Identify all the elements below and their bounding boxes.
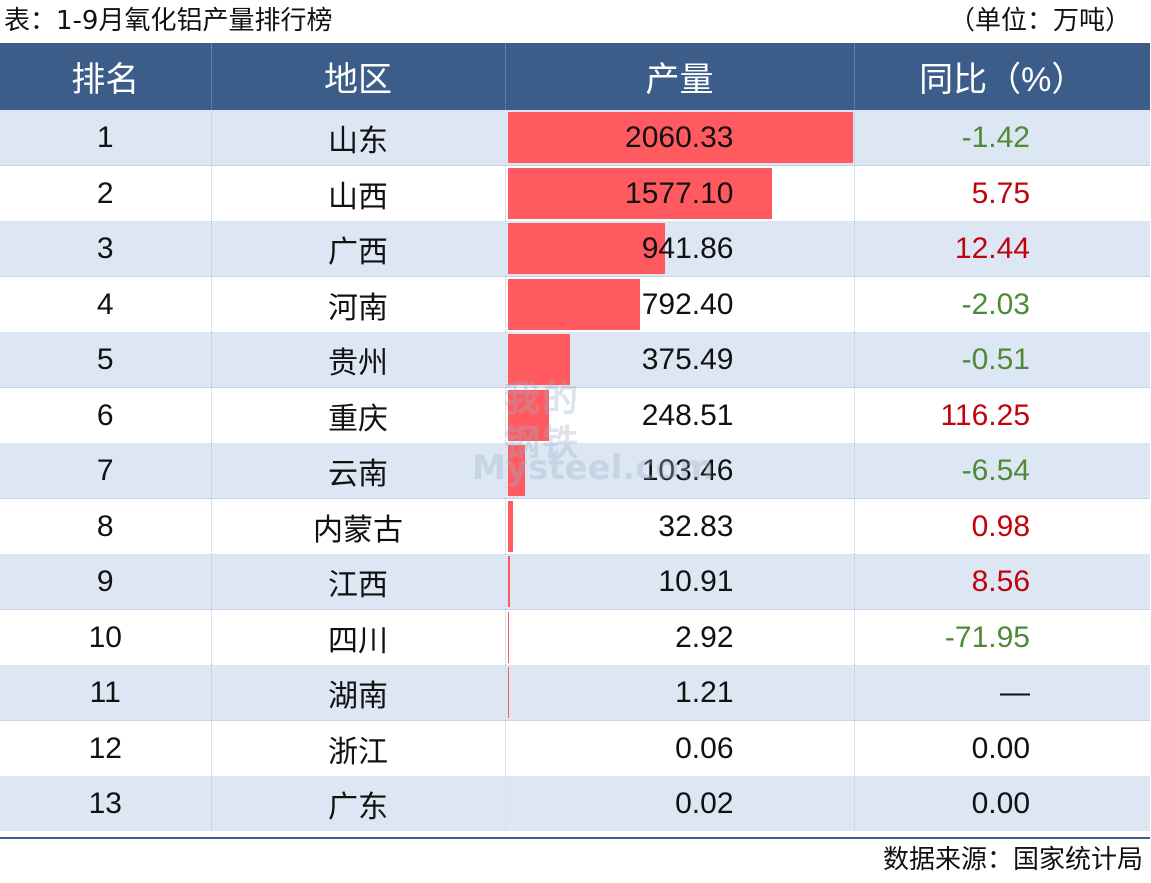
production-cell: 1577.10 (504, 165, 854, 221)
rank-cell: 3 (0, 221, 211, 277)
yoy-cell: 116.25 (853, 387, 1150, 443)
yoy-cell: 12.44 (853, 221, 1150, 277)
production-cell: 792.40 (504, 276, 854, 332)
yoy-cell: -71.95 (853, 609, 1150, 665)
production-bar (507, 168, 772, 219)
rank-cell: 5 (0, 332, 211, 388)
production-bar (507, 445, 525, 496)
yoy-cell: -2.03 (853, 276, 1150, 332)
region-cell: 湖南 (210, 665, 505, 721)
unit-label: （单位：万吨） (948, 6, 1131, 36)
production-cell: 941.86 (504, 221, 854, 277)
header-region: 地区 (210, 43, 505, 110)
production-cell: 2060.33 (504, 110, 854, 166)
production-cell: 2.92 (504, 609, 854, 665)
rank-cell: 12 (0, 720, 211, 776)
production-value: 2.92 (675, 620, 734, 654)
region-cell: 山西 (210, 165, 505, 221)
yoy-cell: -6.54 (853, 443, 1150, 499)
header-rank: 排名 (0, 43, 211, 110)
production-value: 941.86 (641, 231, 734, 265)
production-bar (507, 390, 550, 441)
region-cell: 广东 (210, 776, 505, 831)
ranking-table: 排名 地区 产量 同比（%） 1 山东 2060.33 -1.42 2 山西 1577.10… (0, 43, 1150, 831)
region-cell: 云南 (210, 443, 505, 499)
region-cell: 内蒙古 (210, 498, 505, 554)
production-bar (507, 334, 571, 385)
table-row: 13 广东 0.02 0.00 (0, 776, 1150, 831)
table-bottom-rule (0, 837, 1150, 839)
table-row: 11 湖南 1.21 — (0, 665, 1150, 721)
data-source: 数据来源：国家统计局 (882, 845, 1143, 875)
production-cell: 0.06 (504, 720, 854, 776)
production-bar (507, 556, 510, 607)
table-row: 12 浙江 0.06 0.00 (0, 720, 1150, 776)
production-value: 248.51 (641, 398, 734, 432)
table-row: 6 重庆 248.51 116.25 (0, 387, 1150, 443)
region-cell: 广西 (210, 221, 505, 277)
production-bar (507, 112, 853, 163)
rank-cell: 10 (0, 609, 211, 665)
production-value: 375.49 (641, 342, 734, 376)
production-value: 0.06 (675, 731, 734, 765)
rank-cell: 6 (0, 387, 211, 443)
table-row: 1 山东 2060.33 -1.42 (0, 110, 1150, 166)
rank-cell: 1 (0, 110, 211, 166)
production-cell: 248.51 (504, 387, 854, 443)
region-cell: 贵州 (210, 332, 505, 388)
yoy-cell: 5.75 (853, 165, 1150, 221)
rank-cell: 8 (0, 498, 211, 554)
yoy-cell: 0.00 (853, 776, 1150, 831)
rank-cell: 11 (0, 665, 211, 721)
production-value: 0.02 (675, 786, 734, 820)
yoy-cell: -1.42 (853, 110, 1150, 166)
production-cell: 1.21 (504, 665, 854, 721)
region-cell: 四川 (210, 609, 505, 665)
table-row: 3 广西 941.86 12.44 (0, 221, 1150, 277)
production-cell: 103.46 (504, 443, 854, 499)
production-bar (507, 223, 666, 274)
rank-cell: 4 (0, 276, 211, 332)
production-bar (507, 279, 641, 330)
production-value: 2060.33 (625, 120, 734, 154)
rank-cell: 13 (0, 776, 211, 831)
production-bar (507, 501, 513, 552)
table-row: 9 江西 10.91 8.56 (0, 554, 1150, 610)
rank-cell: 7 (0, 443, 211, 499)
region-cell: 重庆 (210, 387, 505, 443)
production-value: 32.83 (658, 509, 734, 543)
yoy-cell: — (853, 665, 1150, 721)
chart-title: 表：1-9月氧化铝产量排行榜 (4, 6, 333, 36)
table-row: 4 河南 792.40 -2.03 (0, 276, 1150, 332)
table-row: 5 贵州 375.49 -0.51 (0, 332, 1150, 388)
header-production: 产量 (504, 43, 854, 110)
region-cell: 河南 (210, 276, 505, 332)
region-cell: 浙江 (210, 720, 505, 776)
yoy-cell: 0.98 (853, 498, 1150, 554)
table-row: 10 四川 2.92 -71.95 (0, 609, 1150, 665)
table-row: 8 内蒙古 32.83 0.98 (0, 498, 1150, 554)
region-cell: 江西 (210, 554, 505, 610)
production-cell: 32.83 (504, 498, 854, 554)
production-value: 10.91 (658, 564, 734, 598)
yoy-cell: -0.51 (853, 332, 1150, 388)
yoy-cell: 0.00 (853, 720, 1150, 776)
header-yoy: 同比（%） (853, 43, 1150, 110)
production-cell: 0.02 (504, 776, 854, 831)
table-row: 2 山西 1577.10 5.75 (0, 165, 1150, 221)
yoy-cell: 8.56 (853, 554, 1150, 610)
table-row: 7 云南 103.46 -6.54 (0, 443, 1150, 499)
rank-cell: 2 (0, 165, 211, 221)
region-cell: 山东 (210, 110, 505, 166)
production-cell: 10.91 (504, 554, 854, 610)
production-value: 103.46 (641, 453, 734, 487)
production-value: 1577.10 (625, 176, 734, 210)
rank-cell: 9 (0, 554, 211, 610)
production-value: 1.21 (675, 675, 734, 709)
table-header-row: 排名 地区 产量 同比（%） (0, 43, 1150, 110)
production-value: 792.40 (641, 287, 734, 321)
production-cell: 375.49 (504, 332, 854, 388)
